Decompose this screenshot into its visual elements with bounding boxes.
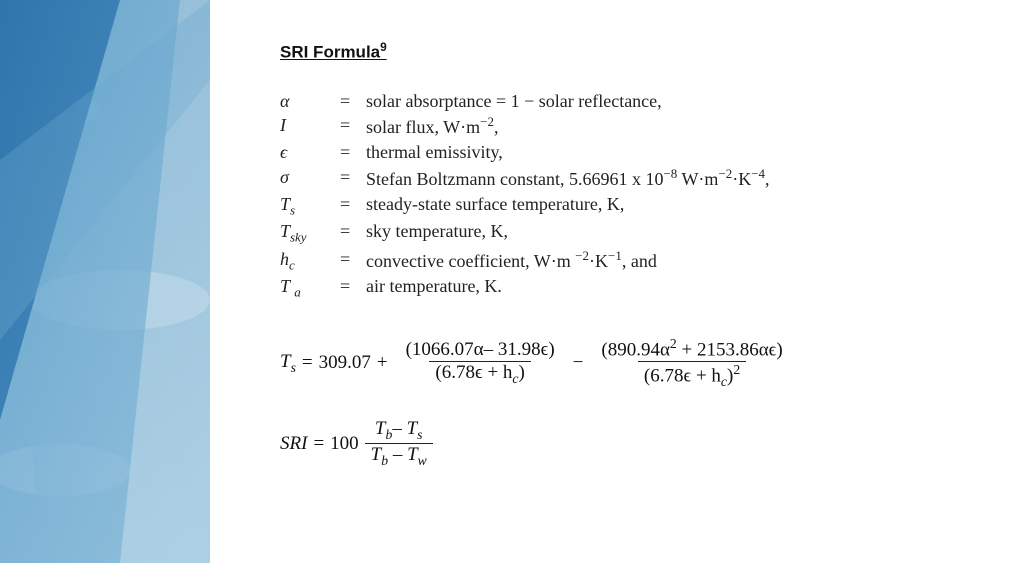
ts-lhs: Ts <box>280 351 296 376</box>
sri-fraction: Tb– Ts Tb – Tw <box>365 418 433 469</box>
equation-ts: Ts = 309.07 + (1066.07α– 31.98ϵ) (6.78ϵ … <box>280 336 984 390</box>
definition-description: solar flux, W·m−2, <box>366 113 984 140</box>
definition-description: air temperature, K. <box>366 274 984 301</box>
definition-description: sky temperature, K, <box>366 219 984 246</box>
sri-lhs: SRI <box>280 433 307 455</box>
ts-fraction-2: (890.94α2 + 2153.86αϵ) (6.78ϵ + hc)2 <box>595 336 788 390</box>
definition-row: α=solar absorptance = 1 − solar reflecta… <box>280 89 984 114</box>
equation-sri: SRI = 100 Tb– Ts Tb – Tw <box>280 418 984 469</box>
page-root: SRI Formula9 α=solar absorptance = 1 − s… <box>0 0 1024 563</box>
ts-frac1-den: (6.78ϵ + hc) <box>429 361 530 387</box>
definition-symbol: Ts <box>280 192 340 219</box>
definition-symbol: I <box>280 113 340 140</box>
heading-text: SRI Formula <box>280 43 380 62</box>
definition-symbol: ϵ <box>280 140 340 165</box>
ts-frac1-num: (1066.07α– 31.98ϵ) <box>400 339 561 361</box>
definition-description: Stefan Boltzmann constant, 5.66961 x 10−… <box>366 165 984 192</box>
sri-den: Tb – Tw <box>365 443 433 469</box>
definition-row: Ts=steady-state surface temperature, K, <box>280 192 984 219</box>
definition-row: ϵ=thermal emissivity, <box>280 140 984 165</box>
definition-equals: = <box>340 140 366 165</box>
definition-row: hc=convective coefficient, W·m −2·K−1, a… <box>280 247 984 274</box>
sri-coeff: 100 <box>330 433 359 455</box>
ts-frac2-num: (890.94α2 + 2153.86αϵ) <box>595 336 788 361</box>
ts-const: 309.07 <box>319 352 371 374</box>
definitions-list: α=solar absorptance = 1 − solar reflecta… <box>280 89 984 302</box>
sri-num: Tb– Ts <box>369 418 429 443</box>
definition-equals: = <box>340 89 366 114</box>
definition-row: σ=Stefan Boltzmann constant, 5.66961 x 1… <box>280 165 984 192</box>
heading-footnote: 9 <box>380 40 387 54</box>
definition-symbol: σ <box>280 165 340 192</box>
definition-symbol: α <box>280 89 340 114</box>
definition-row: Tsky=sky temperature, K, <box>280 219 984 246</box>
definition-equals: = <box>340 274 366 301</box>
definition-equals: = <box>340 192 366 219</box>
definition-equals: = <box>340 165 366 192</box>
definition-description: thermal emissivity, <box>366 140 984 165</box>
definition-equals: = <box>340 247 366 274</box>
equations-block: Ts = 309.07 + (1066.07α– 31.98ϵ) (6.78ϵ … <box>280 336 984 469</box>
definition-equals: = <box>340 113 366 140</box>
ts-frac2-den: (6.78ϵ + hc)2 <box>638 361 746 390</box>
definition-row: T a=air temperature, K. <box>280 274 984 301</box>
definition-equals: = <box>340 219 366 246</box>
ts-fraction-1: (1066.07α– 31.98ϵ) (6.78ϵ + hc) <box>400 339 561 387</box>
content-area: SRI Formula9 α=solar absorptance = 1 − s… <box>210 0 1024 563</box>
definition-description: convective coefficient, W·m −2·K−1, and <box>366 247 984 274</box>
decorative-sidebar <box>0 0 210 563</box>
definition-symbol: T a <box>280 274 340 301</box>
sidebar-art-svg <box>0 0 210 563</box>
definition-symbol: Tsky <box>280 219 340 246</box>
definition-description: solar absorptance = 1 − solar reflectanc… <box>366 89 984 114</box>
definition-symbol: hc <box>280 247 340 274</box>
definition-row: I=solar flux, W·m−2, <box>280 113 984 140</box>
section-heading: SRI Formula9 <box>280 40 984 63</box>
definition-description: steady-state surface temperature, K, <box>366 192 984 219</box>
